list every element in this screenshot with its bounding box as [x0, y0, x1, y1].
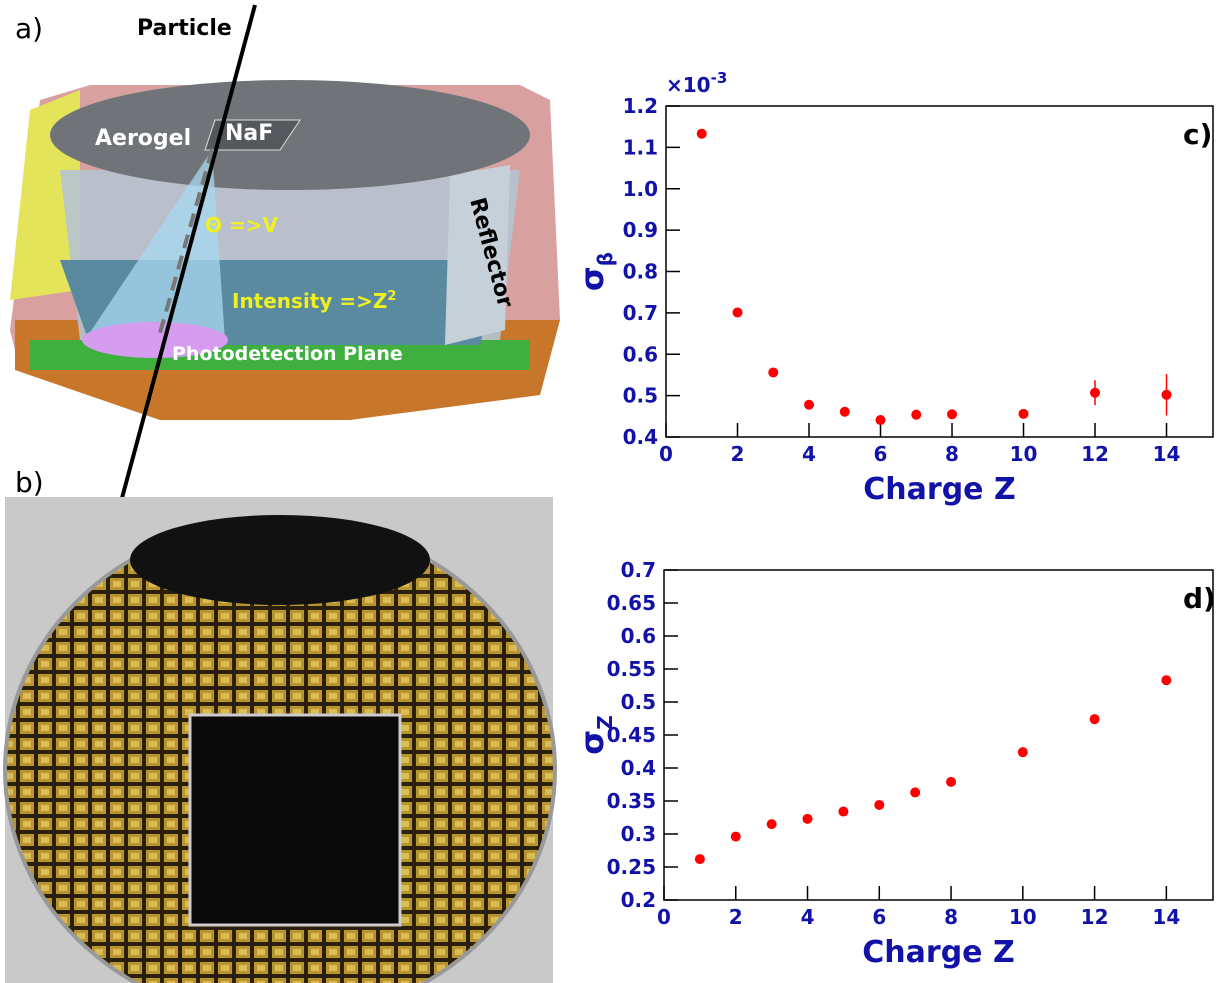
data-point [874, 799, 885, 810]
annotation: Intensity =>Z2 [232, 289, 396, 313]
data-point [768, 367, 779, 378]
x-tick-label: 4 [801, 905, 815, 929]
plot-frame [665, 105, 1214, 438]
x-tick-label: 0 [659, 442, 673, 466]
plot-frame [663, 569, 1214, 901]
annotation: Θ =>V [205, 213, 278, 237]
y-tick-label: 0.7 [621, 558, 656, 582]
y-axis-title: σZ [573, 715, 617, 754]
data-point [839, 406, 850, 417]
panel-label: b) [15, 466, 44, 499]
multiplier-exponent: -3 [711, 69, 728, 87]
data-point [1161, 389, 1172, 400]
x-tick-label: 14 [1152, 905, 1180, 929]
x-axis-title: Charge Z [863, 472, 1015, 507]
y-tick-label: 0.25 [607, 855, 656, 879]
x-tick-label: 14 [1153, 442, 1181, 466]
y-tick-label: 1.1 [623, 135, 658, 159]
x-tick-label: 6 [874, 442, 888, 466]
panel-label: d) [1183, 582, 1216, 615]
multiplier: ×10 [666, 73, 711, 97]
x-tick-label: 8 [944, 905, 958, 929]
data-point [947, 409, 958, 420]
x-tick-label: 10 [1009, 905, 1037, 929]
annotation-text: Intensity =>Z [232, 289, 387, 313]
x-tick-label: 6 [872, 905, 886, 929]
y-tick-label: 0.2 [621, 888, 656, 912]
data-point [1161, 675, 1172, 686]
y-tick-label: 0.3 [621, 822, 656, 846]
x-tick-label: 4 [802, 442, 816, 466]
y-axis-title: σβ [573, 252, 617, 291]
y-axis-subscript: β [593, 252, 617, 266]
y-axis-symbol: σ [573, 730, 611, 755]
y-tick-label: 0.65 [607, 591, 656, 615]
y-tick-label: 0.8 [623, 260, 658, 284]
x-tick-label: 12 [1081, 442, 1109, 466]
detector-photo: b) [3, 466, 557, 983]
panel-label: a) [15, 12, 43, 45]
y-tick-label: 0.6 [623, 342, 658, 366]
axis-multiplier: ×10-3 [666, 69, 727, 97]
x-tick-label: 8 [945, 442, 959, 466]
y-tick-label: 0.7 [623, 301, 658, 325]
data-point [946, 776, 957, 787]
data-point [696, 128, 707, 139]
superscript: 2 [387, 289, 396, 304]
detector-diagram: a) Particle Aerogel NaF Θ =>V Reflector … [10, 4, 560, 499]
x-tick-label: 2 [731, 442, 745, 466]
data-point [838, 806, 849, 817]
y-tick-label: 0.9 [623, 218, 658, 242]
y-tick-label: 0.5 [621, 690, 656, 714]
data-point [766, 819, 777, 830]
data-point [732, 307, 743, 318]
y-tick-label: 1.2 [623, 94, 658, 118]
y-tick-label: 0.55 [607, 657, 656, 681]
y-tick-label: 0.4 [623, 425, 658, 449]
data-point [730, 831, 741, 842]
x-tick-label: 12 [1081, 905, 1109, 929]
annotation: Particle [137, 16, 232, 41]
data-point [802, 813, 813, 824]
data-point [694, 854, 705, 865]
data-point [1018, 408, 1029, 419]
data-point [911, 409, 922, 420]
data-point [910, 787, 921, 798]
y-axis-subscript: Z [593, 715, 617, 730]
annotation: Aerogel [95, 126, 191, 151]
x-tick-label: 2 [729, 905, 743, 929]
y-tick-label: 0.45 [607, 723, 656, 747]
y-tick-label: 0.5 [623, 384, 658, 408]
y-tick-label: 1.0 [623, 177, 658, 201]
y-tick-label: 0.35 [607, 789, 656, 813]
data-point [1089, 714, 1100, 725]
y-tick-label: 0.4 [621, 756, 656, 780]
data-point [875, 415, 886, 426]
x-tick-label: 10 [1010, 442, 1038, 466]
y-tick-label: 0.6 [621, 624, 656, 648]
y-axis-symbol: σ [573, 266, 611, 291]
annotation: NaF [225, 121, 273, 146]
data-point [1090, 387, 1101, 398]
data-point [1017, 747, 1028, 758]
x-tick-label: 0 [657, 905, 671, 929]
annotation: Photodetection Plane [172, 343, 403, 365]
panel-label: c) [1183, 118, 1212, 151]
x-axis-title: Charge Z [862, 935, 1014, 970]
data-point [804, 399, 815, 410]
